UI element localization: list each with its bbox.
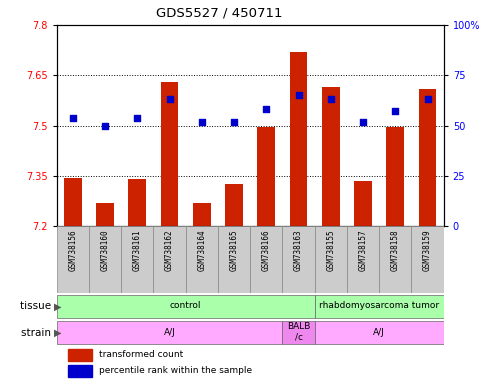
Bar (412, 226, 444, 293)
Point (327, 96, 335, 103)
Text: GSM738164: GSM738164 (197, 230, 207, 271)
Bar (69, 349, 92, 361)
Text: rhabdomyosarcoma tumor: rhabdomyosarcoma tumor (319, 301, 439, 310)
Text: A/J: A/J (164, 328, 176, 336)
Text: GSM738161: GSM738161 (133, 230, 142, 271)
Bar (57, 226, 89, 293)
Text: GSM738163: GSM738163 (294, 230, 303, 271)
Bar (387, 127, 404, 226)
Point (198, 119, 206, 125)
Bar (419, 89, 436, 226)
Text: tissue: tissue (20, 301, 54, 311)
Bar (225, 184, 243, 226)
Bar (379, 226, 412, 293)
Point (101, 122, 109, 129)
Bar (250, 226, 282, 293)
Text: BALB
/c: BALB /c (287, 322, 310, 342)
Bar (218, 226, 250, 293)
Bar (69, 365, 92, 377)
Bar (186, 226, 218, 293)
Bar (193, 203, 211, 226)
Text: percentile rank within the sample: percentile rank within the sample (99, 366, 252, 375)
Text: GSM738155: GSM738155 (326, 230, 335, 271)
Text: GDS5527 / 450711: GDS5527 / 450711 (156, 6, 282, 19)
Text: GSM738158: GSM738158 (391, 230, 400, 271)
Point (69, 114, 77, 121)
Bar (129, 179, 146, 226)
Text: control: control (170, 301, 202, 310)
Text: GSM738165: GSM738165 (230, 230, 239, 271)
Text: A/J: A/J (373, 328, 385, 336)
Text: GSM738166: GSM738166 (262, 230, 271, 271)
Point (359, 119, 367, 125)
Bar (89, 226, 121, 293)
Bar (57, 321, 282, 344)
Point (134, 114, 141, 121)
Bar (347, 226, 379, 293)
Bar (121, 226, 153, 293)
Text: GSM738157: GSM738157 (358, 230, 368, 271)
Text: ▶: ▶ (54, 328, 62, 338)
Bar (354, 181, 372, 226)
Bar (153, 226, 186, 293)
Point (230, 119, 238, 125)
Bar (322, 87, 340, 226)
Bar (282, 226, 315, 293)
Bar (315, 321, 444, 344)
Bar (161, 82, 178, 226)
Bar (315, 295, 444, 318)
Point (295, 92, 303, 98)
Bar (64, 177, 82, 226)
Text: transformed count: transformed count (99, 351, 183, 359)
Bar (96, 203, 114, 226)
Bar (57, 295, 315, 318)
Text: ▶: ▶ (54, 301, 62, 311)
Bar (290, 52, 308, 226)
Text: GSM738159: GSM738159 (423, 230, 432, 271)
Point (423, 96, 431, 103)
Text: GSM738156: GSM738156 (69, 230, 77, 271)
Bar (282, 321, 315, 344)
Point (391, 108, 399, 114)
Bar (257, 127, 275, 226)
Text: GSM738162: GSM738162 (165, 230, 174, 271)
Text: strain: strain (21, 328, 54, 338)
Point (262, 106, 270, 113)
Point (166, 96, 174, 103)
Bar (315, 226, 347, 293)
Text: GSM738160: GSM738160 (101, 230, 109, 271)
